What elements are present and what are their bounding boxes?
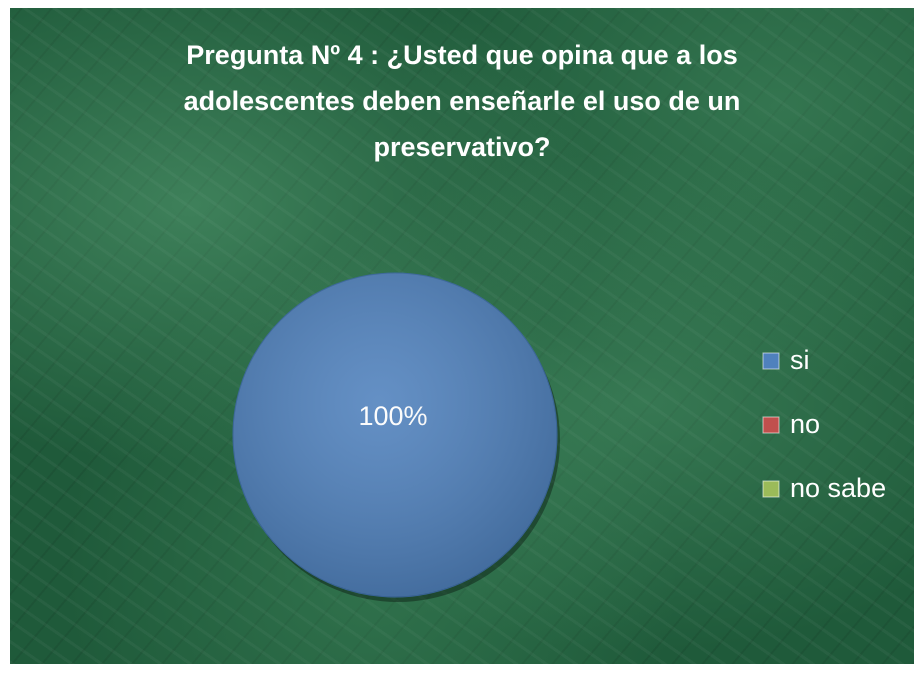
chart-title: Pregunta Nº 4 : ¿Usted que opina que a l… (183, 40, 741, 162)
legend-swatch (762, 352, 780, 370)
pie-slice (232, 272, 558, 598)
legend-swatch (762, 480, 780, 498)
legend-label: no (790, 409, 820, 439)
legend-label: si (790, 345, 810, 375)
legend-label: no sabe (790, 473, 886, 503)
data-label: 100% (358, 401, 427, 431)
legend-swatch (762, 416, 780, 434)
